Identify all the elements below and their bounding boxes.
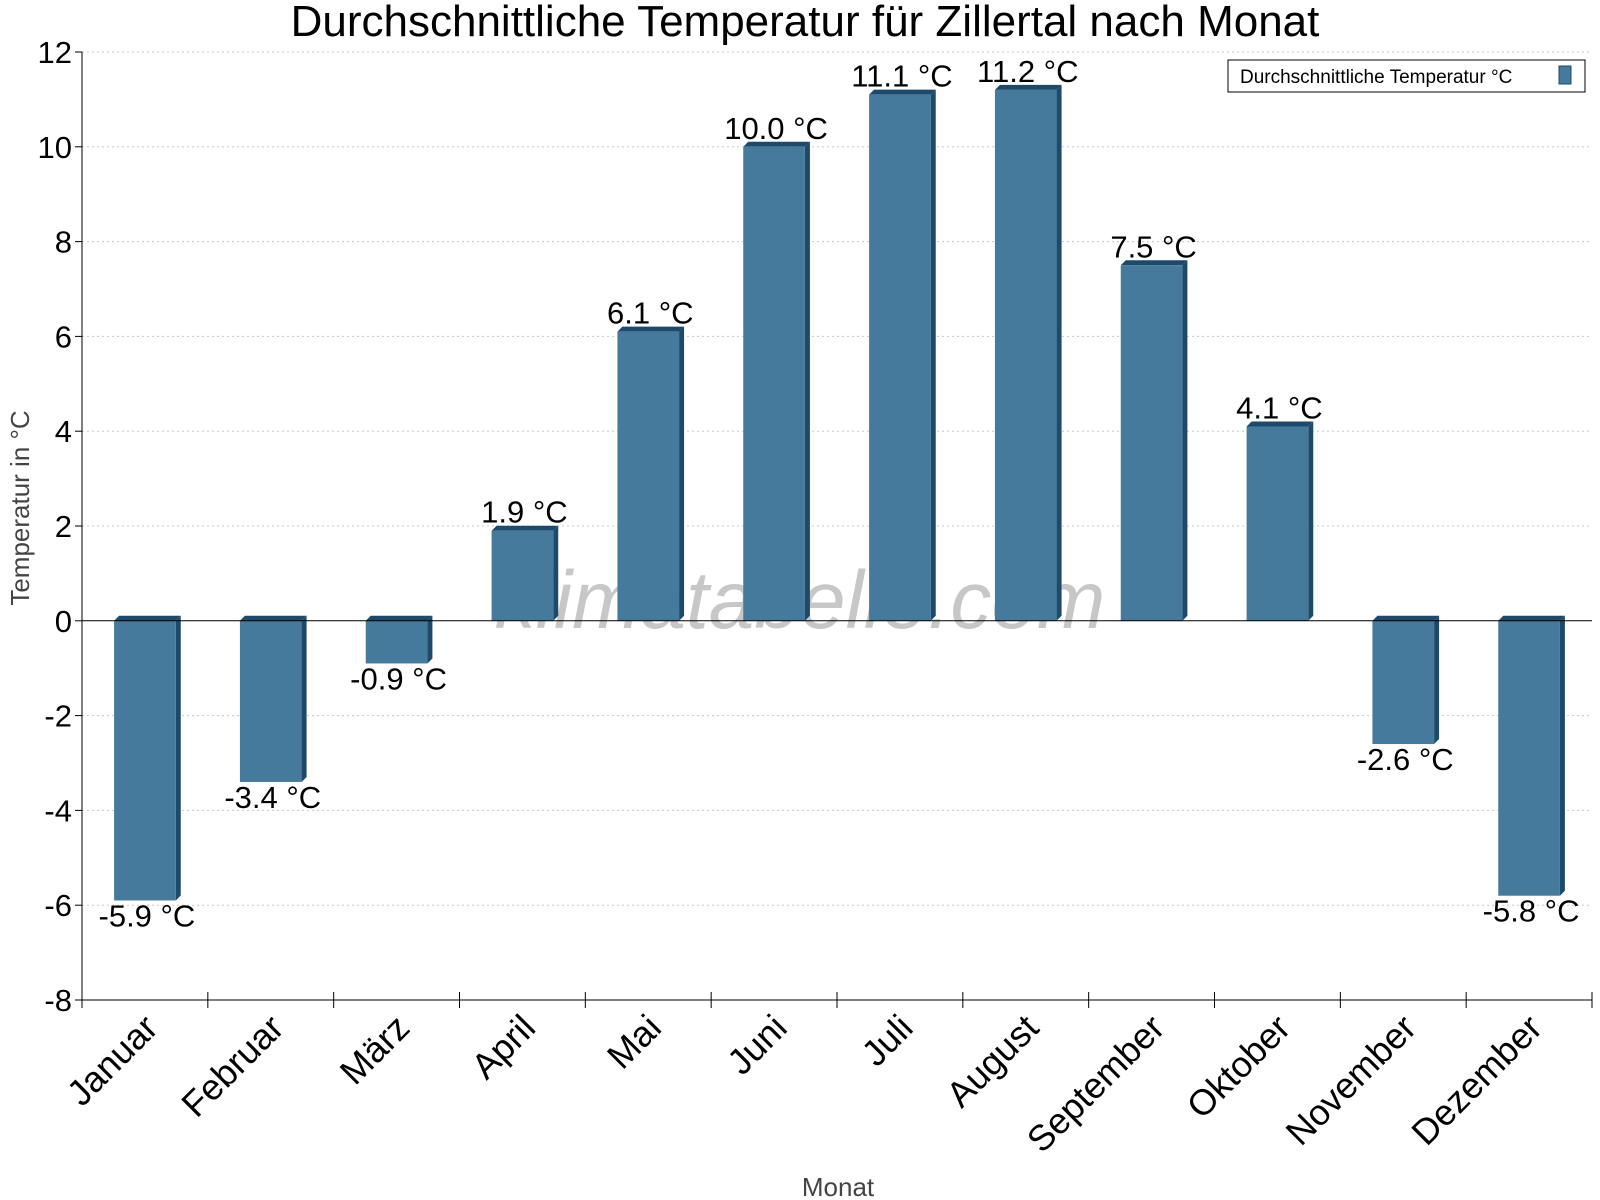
x-tick-label: März xyxy=(332,1007,418,1093)
bar-top xyxy=(365,615,433,621)
bar-top xyxy=(743,141,810,147)
bar xyxy=(617,331,680,621)
x-tick-label: April xyxy=(463,1007,543,1087)
x-tick-label: Februar xyxy=(173,1007,291,1125)
data-label: 1.9 °C xyxy=(481,495,568,530)
bar xyxy=(743,146,805,621)
bar xyxy=(1120,265,1183,621)
bar-side xyxy=(427,615,433,664)
bar-side xyxy=(301,615,307,782)
x-tick-label: Juli xyxy=(853,1007,920,1074)
bar-side xyxy=(1308,421,1314,621)
y-tick-label: -6 xyxy=(44,888,72,923)
y-tick-label: 10 xyxy=(38,130,72,165)
x-tick-label: Januar xyxy=(59,1007,166,1114)
bar-side xyxy=(1559,615,1565,896)
x-tick-label: August xyxy=(938,1007,1046,1115)
bar-top xyxy=(239,615,307,621)
bar xyxy=(1372,620,1435,745)
x-tick-label: November xyxy=(1277,1007,1423,1153)
bar-top xyxy=(491,525,559,531)
data-label: -2.6 °C xyxy=(1357,742,1454,777)
x-tick-label: September xyxy=(1019,1007,1173,1161)
bar xyxy=(1498,620,1560,896)
legend: Durchschnittliche Temperatur °C xyxy=(1227,59,1586,93)
data-label: 4.1 °C xyxy=(1236,390,1323,425)
y-tick-labels: 12 10 8 6 4 2 0 -2 -4 -6 -8 xyxy=(38,35,72,1018)
y-tick-label: 8 xyxy=(55,225,72,260)
bar xyxy=(239,620,302,782)
bar-side xyxy=(1056,84,1062,621)
legend-box xyxy=(1227,59,1586,93)
data-label: -5.9 °C xyxy=(99,898,196,933)
bar-side xyxy=(175,615,181,901)
bar xyxy=(491,530,554,621)
bar-side xyxy=(1182,260,1188,621)
bar xyxy=(994,89,1057,621)
bar-top xyxy=(869,89,936,95)
y-tick-label: 6 xyxy=(55,319,72,354)
legend-label: Durchschnittliche Temperatur °C xyxy=(1240,67,1512,88)
bar-side xyxy=(804,141,810,621)
axes xyxy=(75,51,1593,1008)
bar-top xyxy=(1498,615,1565,621)
y-tick-label: -2 xyxy=(44,699,72,734)
bar-side xyxy=(679,326,685,621)
bar-side xyxy=(553,525,559,621)
bar-top xyxy=(114,615,181,621)
bar-top xyxy=(1372,615,1440,621)
bar-top xyxy=(1120,260,1188,266)
data-label: -5.8 °C xyxy=(1483,894,1580,929)
chart-title: Durchschnittliche Temperatur für Zillert… xyxy=(291,0,1320,46)
x-tick-label: Dezember xyxy=(1403,1007,1549,1153)
bar-top xyxy=(994,84,1062,90)
y-tick-label: 2 xyxy=(55,509,72,544)
data-label: 10.0 °C xyxy=(724,111,828,146)
bar xyxy=(114,620,176,901)
bars xyxy=(114,84,1565,901)
x-tick-label: Juni xyxy=(719,1007,795,1083)
data-label: 11.1 °C xyxy=(851,59,952,94)
data-label: -0.9 °C xyxy=(350,661,447,696)
data-label: 11.2 °C xyxy=(977,54,1078,89)
x-axis-label: Monat xyxy=(802,1172,875,1200)
bar-top xyxy=(617,326,685,332)
y-tick-label: 4 xyxy=(55,414,72,449)
data-label: 7.5 °C xyxy=(1110,229,1197,264)
y-tick-label: 0 xyxy=(55,604,72,639)
bar-side xyxy=(930,89,936,621)
x-tick-label: Mai xyxy=(599,1007,669,1077)
legend-swatch xyxy=(1558,65,1572,85)
y-tick-label: 12 xyxy=(38,35,72,70)
bar xyxy=(869,94,931,621)
bar xyxy=(365,620,428,664)
y-tick-label: -8 xyxy=(44,983,72,1018)
grid-lines xyxy=(82,51,1592,1001)
data-label: 6.1 °C xyxy=(607,296,694,331)
y-axis-label: Temperatur in °C xyxy=(5,410,35,605)
bar-top xyxy=(1246,421,1314,427)
x-tick-labels: Januar Februar März April Mai Juni Juli AugustS… xyxy=(59,1007,1550,1161)
bar xyxy=(1246,426,1309,621)
x-tick-label: Oktober xyxy=(1179,1007,1299,1127)
data-label: -3.4 °C xyxy=(224,780,321,815)
y-tick-label: -4 xyxy=(44,793,72,828)
data-labels: -5.9 °C -3.4 °C -0.9 °C 1.9 °C 6.1 °C 10.0 °C… xyxy=(99,54,1580,934)
bar-side xyxy=(1434,615,1440,745)
